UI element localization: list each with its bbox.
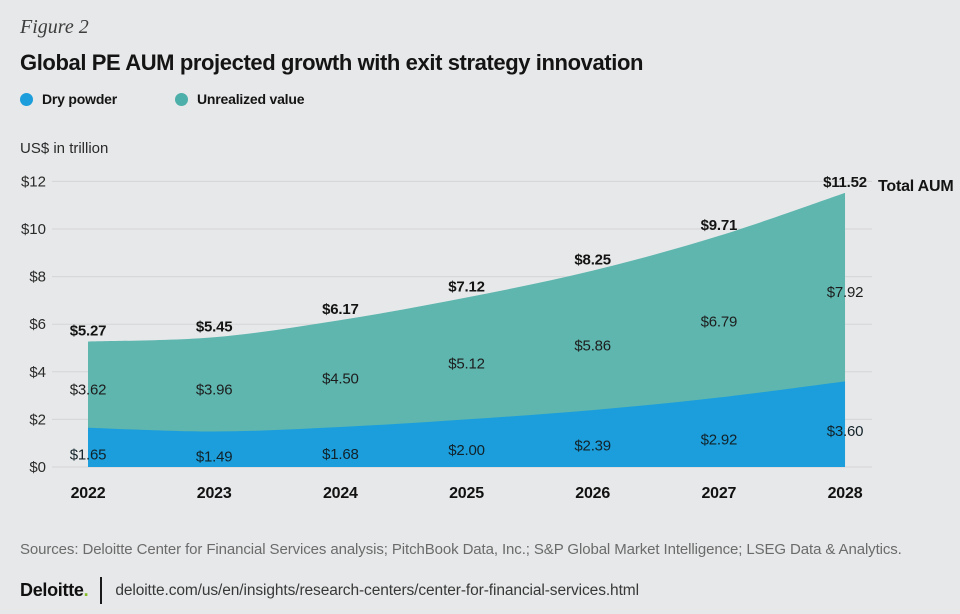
total-aum-label: Total AUM [878,178,954,195]
unrealized-value-label: $6.79 [701,314,738,331]
dry-powder-value-label: $1.65 [70,446,107,463]
dry-powder-area [88,381,846,467]
unrealized-value-label: $3.96 [196,381,233,398]
page-title: Global PE AUM projected growth with exit… [20,50,644,75]
footer-separator [100,577,103,604]
dry-powder-value-label: $1.49 [196,448,233,465]
total-aum-value-label: $8.25 [574,252,611,269]
dry-powder-value-label: $2.00 [448,442,485,459]
unrealized-value-label: $4.50 [322,371,359,388]
dry-powder-value-label: $3.60 [827,423,864,440]
sources-text: Sources: Deloitte Center for Financial S… [20,541,902,558]
legend-item-dry-powder: Dry powder [20,91,117,107]
y-axis-tick-label: $2 [29,411,46,428]
dry-powder-legend-label: Dry powder [42,91,118,107]
unrealized-value-label: $5.86 [574,337,611,354]
x-axis-year-label: 2026 [575,485,610,502]
figure-label: Figure 2 [20,16,89,38]
unrealized-value-legend-dot-icon [175,92,189,106]
total-aum-value-label: $5.27 [70,323,107,340]
dry-powder-value-label: $2.92 [701,431,738,448]
y-axis-unit-label: US$ in trillion [20,140,109,157]
deloitte-logo: Deloitte. [20,580,89,601]
x-axis-year-label: 2024 [323,485,358,502]
dry-powder-legend-dot-icon [20,92,33,106]
total-aum-value-label: $6.17 [322,301,359,318]
x-axis-year-label: 2023 [197,485,232,502]
logo-text: Deloitte [20,580,84,600]
total-aum-value-label: $7.12 [448,279,485,296]
total-aum-value-label: $11.52 [823,174,867,191]
legend-item-unrealized-value: Unrealized value [175,91,305,107]
y-axis-tick-label: $8 [29,269,46,286]
x-axis-year-label: 2025 [449,485,484,502]
y-axis-tick-label: $6 [29,316,46,333]
total-aum-value-label: $9.71 [701,217,738,234]
unrealized-value-area [88,192,846,467]
unrealized-value-label: $7.92 [827,284,864,301]
logo-period-icon: . [83,580,89,600]
unrealized-value-legend-label: Unrealized value [197,91,305,107]
x-axis-year-label: 2027 [701,485,736,502]
y-axis-tick-label: $0 [29,459,46,476]
footer: Deloitte. deloitte.com/us/en/insights/re… [20,577,639,604]
y-axis-tick-label: $4 [29,364,46,381]
x-axis-year-label: 2022 [71,485,106,502]
y-axis-tick-label: $12 [21,173,46,190]
x-axis-year-label: 2028 [828,485,863,502]
area-chart: $0 $2 $4 $6 $8 $10 $12 $5.27 $3.62 $1.65 2022 $5.45… [21,173,872,502]
unrealized-value-label: $3.62 [70,382,107,399]
dry-powder-value-label: $2.39 [574,438,611,455]
total-aum-value-label: $5.45 [196,318,233,335]
dry-powder-value-label: $1.68 [322,446,359,463]
unrealized-value-label: $5.12 [448,355,485,372]
footer-url: deloitte.com/us/en/insights/research-cen… [115,581,639,599]
chart-legend: Dry powder Unrealized value [20,91,305,107]
y-axis-tick-label: $10 [21,221,46,238]
